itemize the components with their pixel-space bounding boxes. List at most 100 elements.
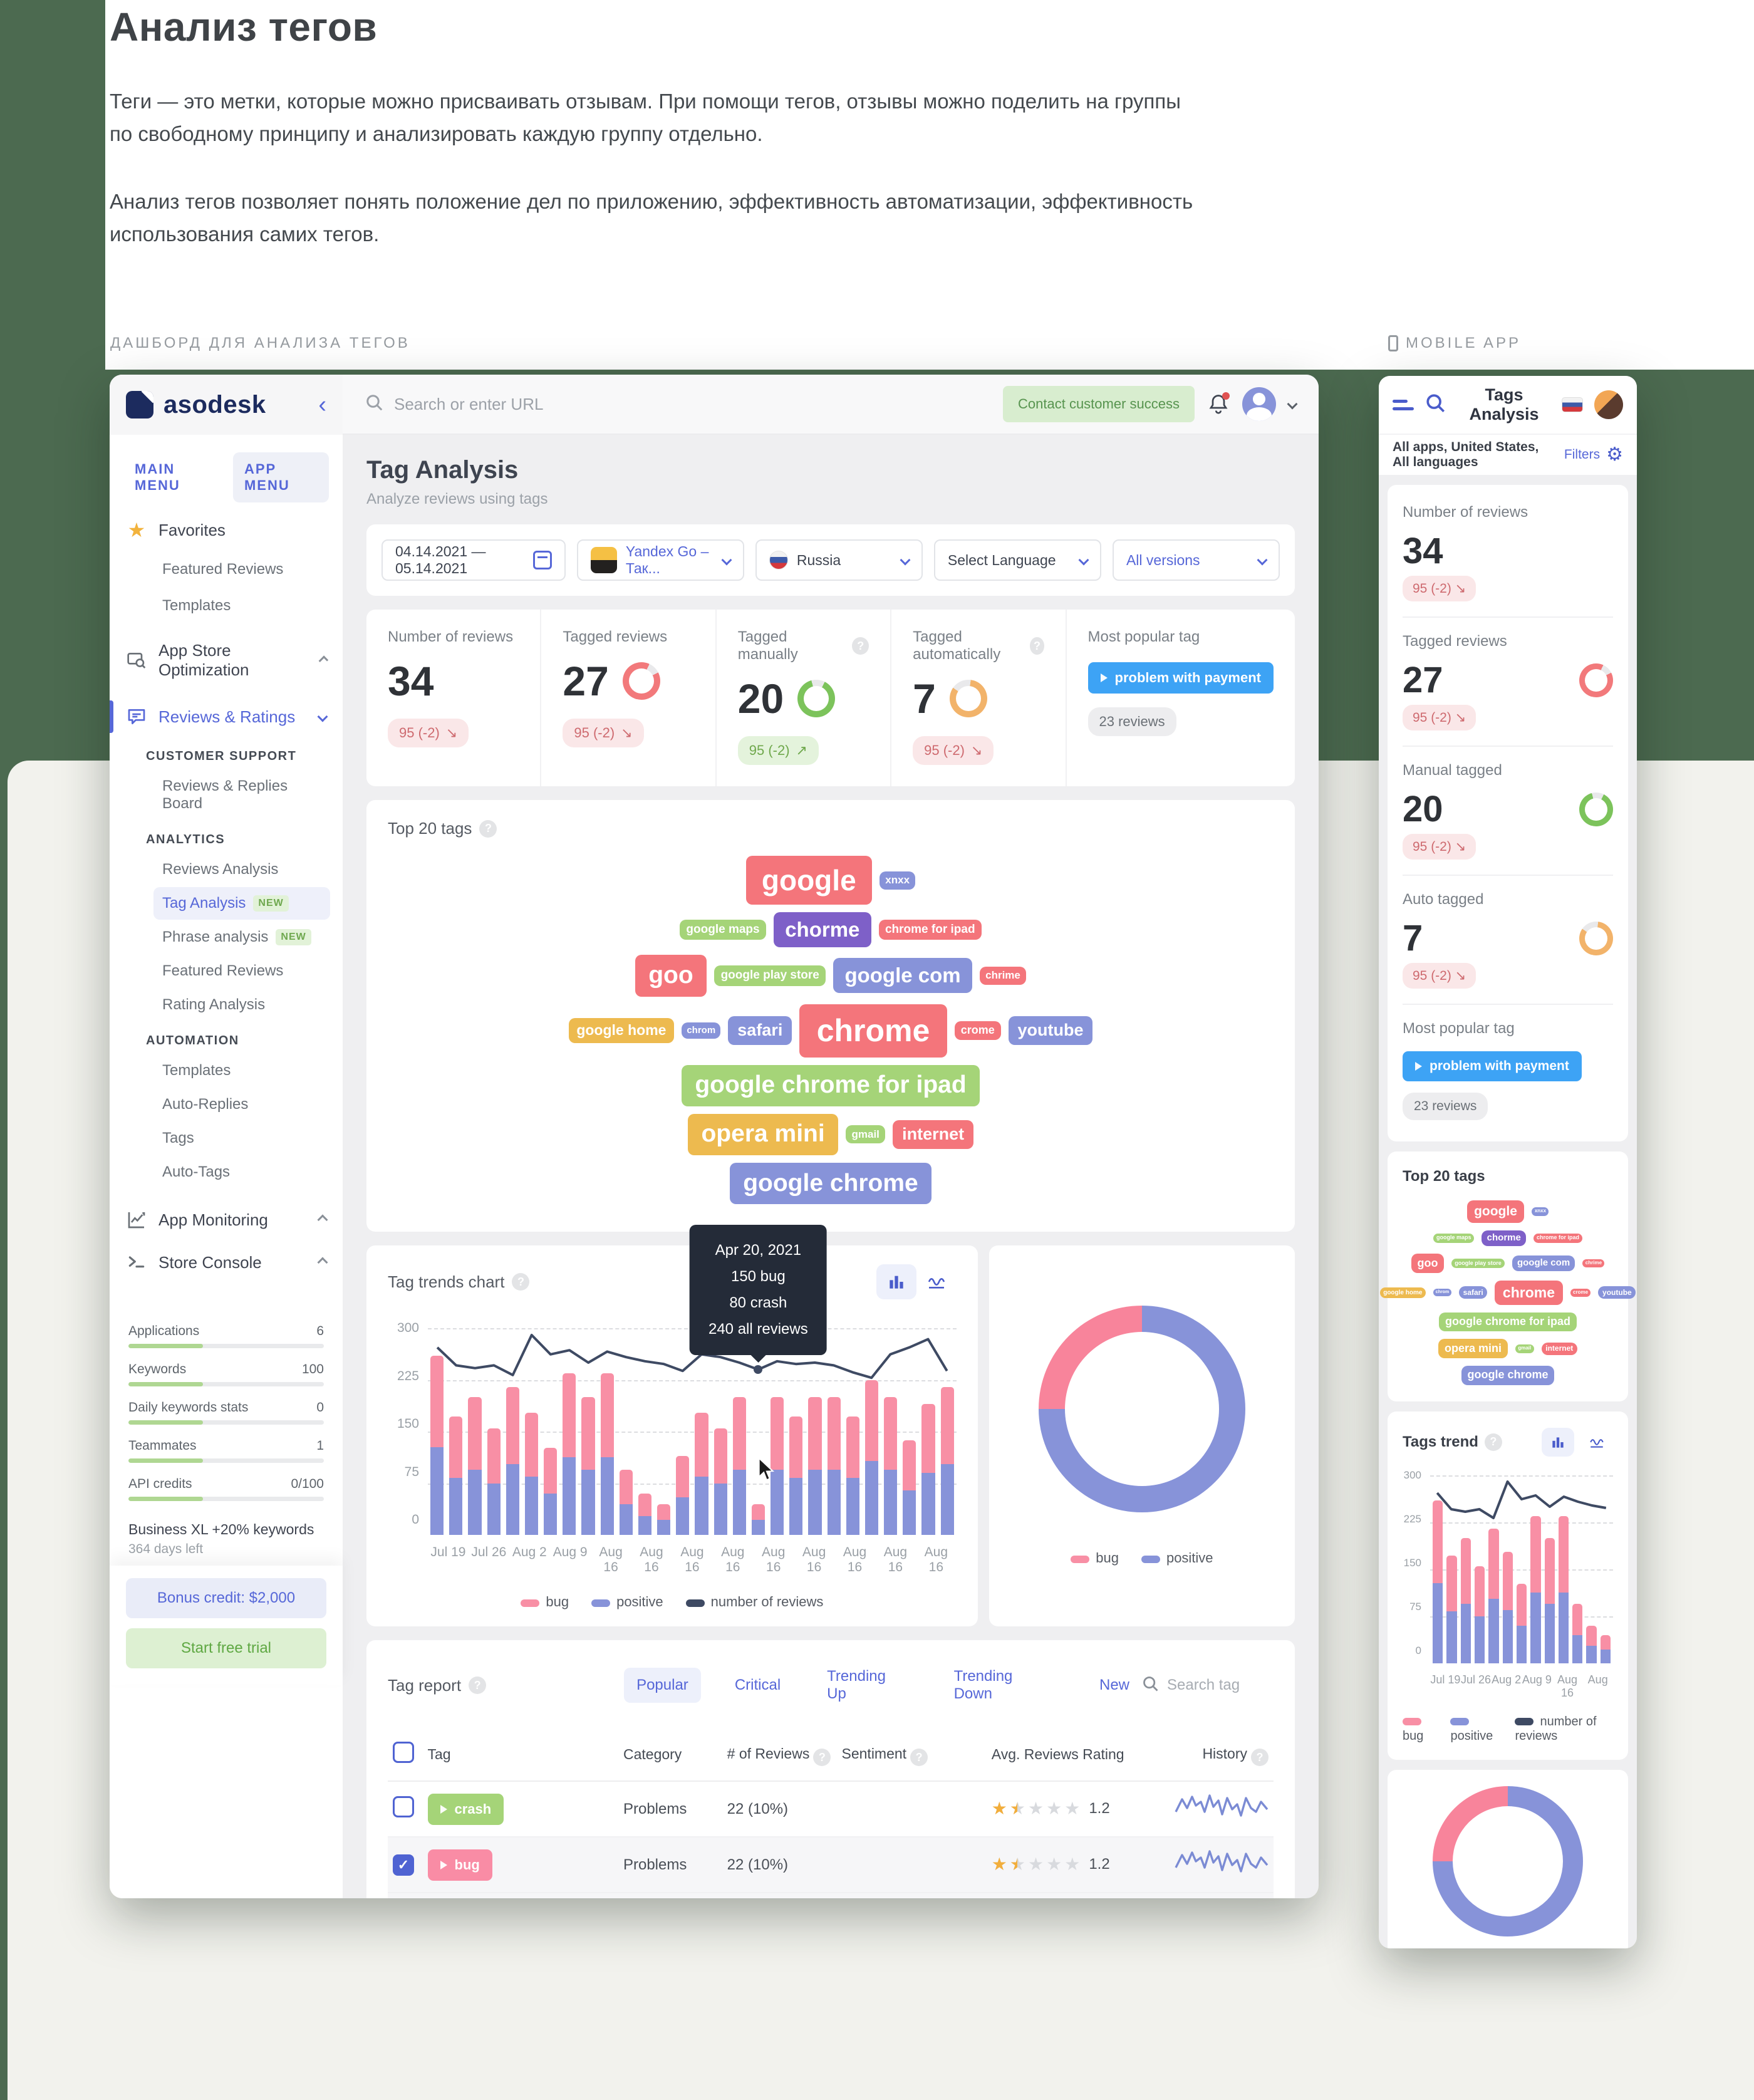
bonus-credit-button[interactable]: Bonus credit: $2,000	[126, 1578, 326, 1618]
sidebar-item-favorites[interactable]: ★ Favorites	[110, 509, 343, 551]
cloud-tag-xnxx[interactable]: xnxx	[879, 871, 916, 890]
tab-trending-down[interactable]: Trending Down	[953, 1668, 1013, 1703]
cloud-tag-goo[interactable]: goo	[1411, 1254, 1445, 1273]
sidebar-item-rating-analysis[interactable]: Rating Analysis	[153, 989, 330, 1021]
line-chart-toggle[interactable]	[916, 1264, 957, 1299]
search-icon[interactable]	[1425, 393, 1446, 417]
sidebar-subitem[interactable]: Templates	[162, 597, 231, 614]
line-chart-toggle[interactable]	[1580, 1428, 1613, 1457]
cloud-tag-google-chrome-for-ipad[interactable]: google chrome for ipad	[1439, 1312, 1577, 1332]
sidebar-item-reviews-ratings[interactable]: Reviews & Ratings	[110, 695, 343, 738]
popular-tag-pill[interactable]: problem with payment	[1403, 1051, 1582, 1081]
cloud-tag-internet[interactable]: internet	[1541, 1342, 1577, 1355]
tab-new[interactable]: New	[1099, 1676, 1129, 1694]
cloud-tag-xnxx[interactable]: xnxx	[1532, 1207, 1549, 1216]
cloud-tag-crome[interactable]: crome	[954, 1021, 1001, 1041]
cloud-tag-youtube[interactable]: youtube	[1008, 1016, 1093, 1045]
cloud-tag-google-play-store[interactable]: google play store	[1451, 1258, 1505, 1269]
language-select[interactable]: Select Language	[933, 539, 1101, 581]
cloud-tag-opera-mini[interactable]: opera mini	[1438, 1339, 1508, 1358]
tab-trending-up[interactable]: Trending Up	[827, 1668, 886, 1703]
cloud-tag-chrime[interactable]: chrime	[1582, 1259, 1605, 1268]
tab-critical[interactable]: Critical	[734, 1676, 781, 1694]
cloud-tag-chrom[interactable]: chrom	[1433, 1289, 1452, 1297]
sidebar-item-templates[interactable]: Templates	[153, 1054, 330, 1087]
cloud-tag-google-maps[interactable]: google maps	[679, 920, 767, 940]
sidebar-item-aso[interactable]: App Store Optimization	[110, 630, 343, 690]
tab-app-menu[interactable]: APP MENU	[232, 452, 329, 502]
tag-search-input[interactable]	[1167, 1676, 1274, 1695]
help-icon[interactable]: ?	[1030, 637, 1044, 655]
cloud-tag-chrome-for-ipad[interactable]: chrome for ipad	[1533, 1233, 1582, 1244]
contact-customer-success-button[interactable]: Contact customer success	[1003, 386, 1195, 422]
help-icon[interactable]: ?	[852, 637, 869, 655]
cloud-tag-gmail[interactable]: gmail	[1515, 1344, 1534, 1353]
help-icon[interactable]: ?	[479, 819, 497, 838]
cloud-tag-safari[interactable]: safari	[728, 1016, 792, 1045]
tag-pill-bug[interactable]: bug	[427, 1849, 492, 1881]
cloud-tag-goo[interactable]: goo	[635, 955, 707, 997]
select-all-checkbox[interactable]	[393, 1742, 414, 1764]
sidebar-item-reviews-replies-board[interactable]: Reviews & Replies Board	[153, 770, 330, 820]
cloud-tag-opera-mini[interactable]: opera mini	[688, 1113, 839, 1156]
search-input[interactable]	[394, 394, 770, 414]
cloud-tag-safari[interactable]: safari	[1459, 1286, 1488, 1299]
bar-chart-toggle[interactable]	[1542, 1427, 1574, 1457]
sidebar-item-store-console[interactable]: Store Console	[110, 1241, 343, 1284]
tag-pill-crash[interactable]: crash	[427, 1793, 504, 1825]
sidebar-item-tags[interactable]: Tags	[153, 1122, 330, 1155]
sidebar-item-app-monitoring[interactable]: App Monitoring	[110, 1198, 343, 1241]
cloud-tag-google-com[interactable]: google com	[833, 958, 972, 994]
cloud-tag-youtube[interactable]: youtube	[1598, 1286, 1636, 1299]
cloud-tag-google-play-store[interactable]: google play store	[714, 965, 826, 986]
row-checkbox[interactable]	[393, 1796, 414, 1818]
country-select[interactable]: Russia	[755, 539, 923, 581]
chevron-down-icon[interactable]	[1287, 398, 1298, 410]
help-icon[interactable]: ?	[469, 1676, 487, 1695]
sidebar-item-featured-reviews[interactable]: Featured Reviews	[153, 955, 330, 987]
app-select[interactable]: Yandex Go – Так...	[576, 539, 744, 581]
sidebar-subitem[interactable]: Featured Reviews	[162, 561, 284, 578]
sidebar-collapse-icon[interactable]: ‹	[318, 392, 326, 418]
help-icon[interactable]: ?	[1484, 1433, 1502, 1451]
sidebar-item-phrase-analysis[interactable]: Phrase analysis NEW	[153, 921, 330, 954]
cloud-tag-google-chrome-for-ipad[interactable]: google chrome for ipad	[681, 1064, 980, 1106]
versions-select[interactable]: All versions	[1112, 539, 1280, 581]
start-free-trial-button[interactable]: Start free trial	[126, 1628, 326, 1668]
avatar[interactable]	[1594, 390, 1623, 419]
cloud-tag-gmail[interactable]: gmail	[846, 1125, 886, 1144]
cloud-tag-chrime[interactable]: chrime	[979, 966, 1027, 985]
cloud-tag-chrome[interactable]: chrome	[799, 1004, 947, 1058]
sidebar-item-reviews-analysis[interactable]: Reviews Analysis	[153, 853, 330, 886]
row-checkbox[interactable]: ✓	[393, 1854, 414, 1876]
filters-link[interactable]: Filters	[1564, 447, 1601, 462]
cloud-tag-google-chrome[interactable]: google chrome	[729, 1163, 932, 1205]
cloud-tag-google-maps[interactable]: google maps	[1433, 1233, 1475, 1244]
cloud-tag-chorme[interactable]: chorme	[774, 912, 871, 948]
cloud-tag-google-chrome[interactable]: google chrome	[1461, 1366, 1555, 1385]
cloud-tag-chrome[interactable]: chrome	[1495, 1280, 1563, 1305]
cloud-tag-google-com[interactable]: google com	[1512, 1255, 1575, 1272]
cloud-tag-chrom[interactable]: chrom	[682, 1022, 721, 1039]
tab-main-menu[interactable]: MAIN MENU	[135, 461, 180, 493]
help-icon[interactable]: ?	[910, 1749, 928, 1767]
sidebar-item-tag-analysis[interactable]: Tag Analysis NEW	[153, 887, 330, 920]
avatar[interactable]	[1242, 387, 1276, 421]
help-icon[interactable]: ?	[813, 1749, 831, 1767]
cloud-tag-chorme[interactable]: chorme	[1482, 1230, 1527, 1247]
notifications-bell-icon[interactable]	[1207, 392, 1230, 416]
cloud-tag-internet[interactable]: internet	[893, 1120, 973, 1149]
tab-popular[interactable]: Popular	[624, 1668, 701, 1703]
gear-icon[interactable]: ⚙	[1606, 444, 1623, 465]
cloud-tag-crome[interactable]: crome	[1570, 1288, 1591, 1297]
sidebar-item-auto-tags[interactable]: Auto-Tags	[153, 1156, 330, 1188]
cloud-tag-google[interactable]: google	[1466, 1200, 1525, 1223]
date-range-picker[interactable]: 04.14.2021 — 05.14.2021	[381, 539, 566, 581]
bar-chart-toggle[interactable]	[876, 1264, 916, 1300]
sidebar-item-auto-replies[interactable]: Auto-Replies	[153, 1088, 330, 1121]
cloud-tag-google-home[interactable]: google home	[568, 1018, 675, 1043]
menu-icon[interactable]	[1393, 399, 1414, 410]
help-icon[interactable]: ?	[1251, 1749, 1269, 1767]
cloud-tag-google[interactable]: google	[745, 856, 872, 905]
help-icon[interactable]: ?	[512, 1273, 530, 1291]
